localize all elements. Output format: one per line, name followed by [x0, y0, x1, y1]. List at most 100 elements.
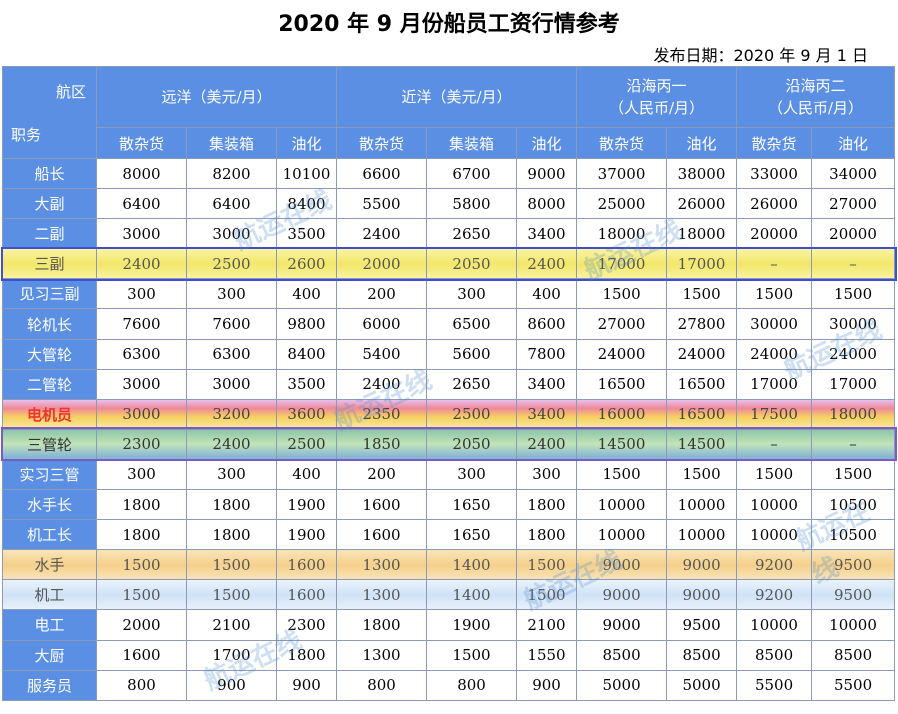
position-cell: 大厨	[2, 639, 97, 671]
salary-cell: 900	[275, 669, 338, 701]
salary-cell: 2400	[516, 248, 578, 280]
cargo-type-header: 油化	[811, 127, 896, 159]
salary-cell: 1800	[96, 489, 187, 521]
salary-cell: 10000	[736, 609, 813, 641]
salary-cell: 2050	[426, 428, 518, 460]
salary-cell: 2650	[426, 218, 518, 250]
salary-cell: 2500	[275, 428, 338, 460]
salary-cell: 9000	[576, 579, 668, 611]
salary-cell: 1300	[336, 639, 428, 671]
salary-cell: 2500	[186, 248, 277, 280]
table-row: 船长 8000 8200 10100 6600 6700 9000 37000 38000 330…	[2, 157, 896, 190]
cargo-type-header: 散杂货	[96, 127, 187, 159]
group-header-0: 远洋（美元/月）	[95, 66, 338, 128]
salary-cell: 8500	[736, 639, 813, 671]
salary-cell: 1500	[96, 549, 187, 581]
position-cell: 水手	[2, 549, 97, 581]
salary-cell: 6300	[186, 338, 277, 370]
salary-cell: 6700	[426, 157, 518, 190]
salary-cell: 8400	[275, 338, 338, 370]
cargo-type-header: 集装箱	[186, 127, 277, 159]
salary-cell: 17500	[736, 398, 813, 430]
position-cell: 水手长	[2, 489, 97, 521]
salary-cell: 1600	[275, 549, 338, 581]
salary-cell: 1550	[516, 639, 578, 671]
salary-cell: 1900	[275, 519, 338, 551]
table-row: 大厨 1600 1700 1800 1300 1500 1550 8500 8500 8500 85…	[2, 639, 896, 671]
table-body: 船长 8000 8200 10100 6600 6700 9000 37000 38000 330…	[0, 157, 897, 701]
salary-cell: 1800	[516, 489, 578, 521]
position-cell: 机工	[2, 579, 97, 611]
salary-cell: –	[736, 428, 813, 460]
salary-table: 航区 职务 远洋（美元/月） 近洋（美元/月） 沿海丙一 （人民币/月） 沿海丙二 （人民…	[0, 66, 897, 701]
salary-cell: 400	[516, 278, 578, 310]
salary-cell: 1500	[186, 579, 277, 611]
salary-cell: 9500	[666, 609, 738, 641]
corner-label-route: 航区	[55, 83, 86, 101]
table-row: 三副 2400 2500 2600 2000 2050 2400 17000 17000– –	[0, 246, 897, 281]
salary-cell: 24000	[576, 338, 668, 370]
salary-cell: 1600	[275, 579, 338, 611]
salary-cell: 1500	[666, 278, 738, 310]
salary-cell: 26000	[666, 188, 738, 220]
salary-cell: 9000	[576, 549, 668, 581]
salary-cell: 800	[336, 669, 428, 701]
salary-cell: 9000	[516, 157, 578, 190]
salary-cell: 16500	[666, 398, 738, 430]
salary-cell: 10000	[666, 519, 738, 551]
salary-cell: 20000	[736, 218, 813, 250]
salary-cell: 8600	[516, 308, 578, 340]
salary-cell: 30000	[811, 308, 896, 340]
salary-cell: 27800	[666, 308, 738, 340]
salary-cell: 1650	[426, 519, 518, 551]
salary-cell: 10000	[736, 489, 813, 521]
salary-cell: 900	[516, 669, 578, 701]
salary-cell: 3400	[516, 368, 578, 400]
table-row: 电机员 3000 3200 3600 2350 2500 3400 16000 16500 175…	[2, 398, 896, 430]
table-row: 二副 3000 3000 3500 2400 2650 3400 18000 18000 2000…	[2, 218, 896, 250]
salary-cell: 1500	[811, 278, 896, 310]
salary-cell: 2050	[426, 248, 518, 280]
salary-cell: 24000	[811, 338, 896, 370]
salary-cell: 37000	[576, 157, 668, 190]
salary-cell: 900	[186, 669, 277, 701]
salary-cell: 5500	[336, 188, 428, 220]
table-row: 轮机长 7600 7600 9800 6000 6500 8600 27000 27800 300…	[2, 308, 896, 340]
salary-cell: 1850	[336, 428, 428, 460]
salary-cell: 27000	[576, 308, 668, 340]
salary-cell: 10000	[576, 519, 668, 551]
salary-cell: 1900	[275, 489, 338, 521]
corner-header-cell: 航区 职务	[2, 66, 97, 159]
salary-cell: 8500	[576, 639, 668, 671]
salary-cell: 7800	[516, 338, 578, 370]
group-header-1: 近洋（美元/月）	[336, 66, 578, 128]
salary-cell: 3500	[275, 218, 338, 250]
salary-cell: 26000	[736, 188, 813, 220]
salary-cell: 1500	[736, 278, 813, 310]
salary-cell: 300	[186, 278, 277, 310]
salary-cell: 5000	[576, 669, 668, 701]
corner-label-position: 职务	[11, 126, 42, 144]
salary-cell: 300	[426, 278, 518, 310]
salary-cell: 2400	[516, 428, 578, 460]
header-row-cargo: 散杂货 集装箱 油化 散杂货 集装箱 油化 散杂货 油化 散杂货 油化	[3, 127, 896, 159]
salary-cell: 1700	[186, 639, 277, 671]
salary-cell: 300	[96, 278, 187, 310]
salary-cell: 1650	[426, 489, 518, 521]
salary-cell: 5500	[811, 669, 896, 701]
salary-cell: 1800	[516, 519, 578, 551]
salary-cell: 14500	[666, 428, 738, 460]
salary-cell: 3500	[275, 368, 338, 400]
salary-cell: –	[736, 248, 813, 280]
salary-cell: 800	[96, 669, 187, 701]
salary-cell: 6400	[96, 188, 187, 220]
salary-cell: 1800	[275, 639, 338, 671]
salary-cell: 9800	[275, 308, 338, 340]
publish-date: 发布日期：2020 年 9 月 1 日	[653, 46, 868, 65]
salary-cell: 1400	[426, 549, 518, 581]
salary-cell: 8200	[186, 157, 277, 190]
salary-cell: 1400	[426, 579, 518, 611]
salary-cell: 1500	[516, 579, 578, 611]
salary-cell: 300	[516, 458, 578, 491]
salary-cell: 300	[96, 458, 187, 491]
